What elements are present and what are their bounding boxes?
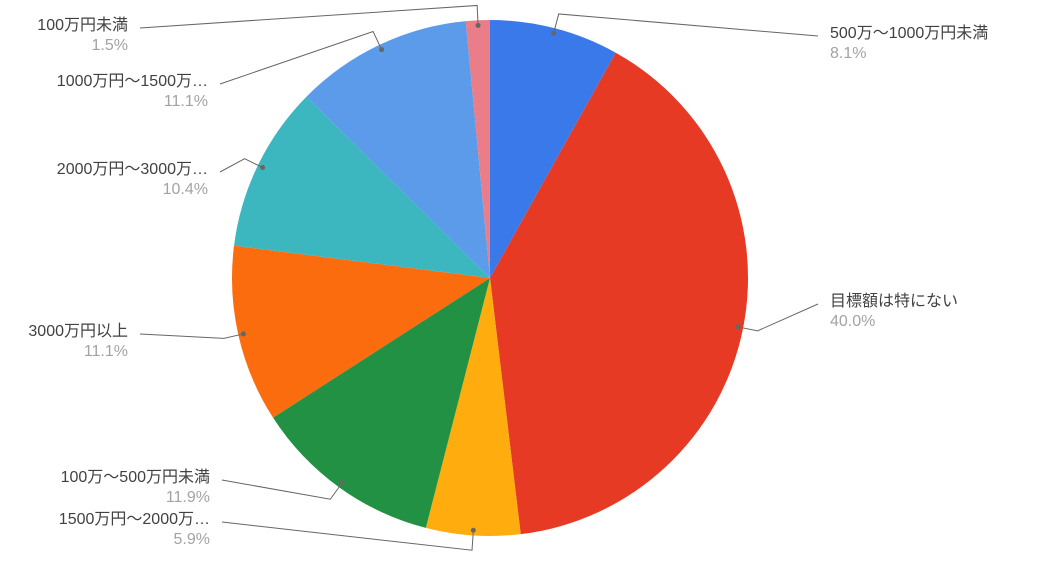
pie-chart-container: 500万～1000万円未満8.1% 目標額は特にない40.0% 1500万円～200… bbox=[0, 0, 1040, 579]
leader-dot bbox=[471, 528, 476, 533]
slice-label-pct: 5.9% bbox=[0, 530, 210, 550]
leader-line bbox=[140, 5, 478, 28]
slice-label-pct: 10.4% bbox=[0, 180, 208, 200]
leader-dot bbox=[340, 481, 345, 486]
slice-label-name: 100万～500万円未満 bbox=[0, 468, 210, 488]
slice-label: 100万円未満1.5% bbox=[0, 16, 128, 56]
slice-label-pct: 1.5% bbox=[0, 36, 128, 56]
slice-label-name: 1000万円～1500万… bbox=[0, 72, 208, 92]
leader-dot bbox=[476, 23, 481, 28]
leader-line bbox=[140, 334, 243, 338]
leader-line bbox=[222, 480, 342, 499]
slice-label-pct: 11.9% bbox=[0, 488, 210, 508]
slice-label-pct: 40.0% bbox=[830, 312, 958, 332]
slice-label: 3000万円以上11.1% bbox=[0, 322, 128, 362]
slice-label: 100万～500万円未満11.9% bbox=[0, 468, 210, 508]
slice-label-name: 500万～1000万円未満 bbox=[830, 24, 988, 44]
slice-label-name: 2000万円～3000万… bbox=[0, 160, 208, 180]
leader-dot bbox=[241, 331, 246, 336]
slice-label: 2000万円～3000万…10.4% bbox=[0, 160, 208, 200]
leader-dot bbox=[260, 165, 265, 170]
slice-label-name: 目標額は特にない bbox=[830, 292, 958, 312]
slice-label-name: 3000万円以上 bbox=[0, 322, 128, 342]
slice-label-pct: 8.1% bbox=[830, 44, 988, 64]
leader-dot bbox=[736, 324, 741, 329]
leader-dot bbox=[551, 31, 556, 36]
leader-line bbox=[554, 14, 818, 36]
slice-label: 1000万円～1500万…11.1% bbox=[0, 72, 208, 112]
slice-label-name: 100万円未満 bbox=[0, 16, 128, 36]
slice-label-name: 1500万円～2000万… bbox=[0, 510, 210, 530]
leader-line bbox=[738, 304, 818, 331]
leader-dot bbox=[379, 47, 384, 52]
slice-label: 目標額は特にない40.0% bbox=[830, 292, 958, 332]
slice-label-pct: 11.1% bbox=[0, 342, 128, 362]
slice-label: 1500万円～2000万…5.9% bbox=[0, 510, 210, 550]
slice-label: 500万～1000万円未満8.1% bbox=[830, 24, 988, 64]
slice-label-pct: 11.1% bbox=[0, 92, 208, 112]
